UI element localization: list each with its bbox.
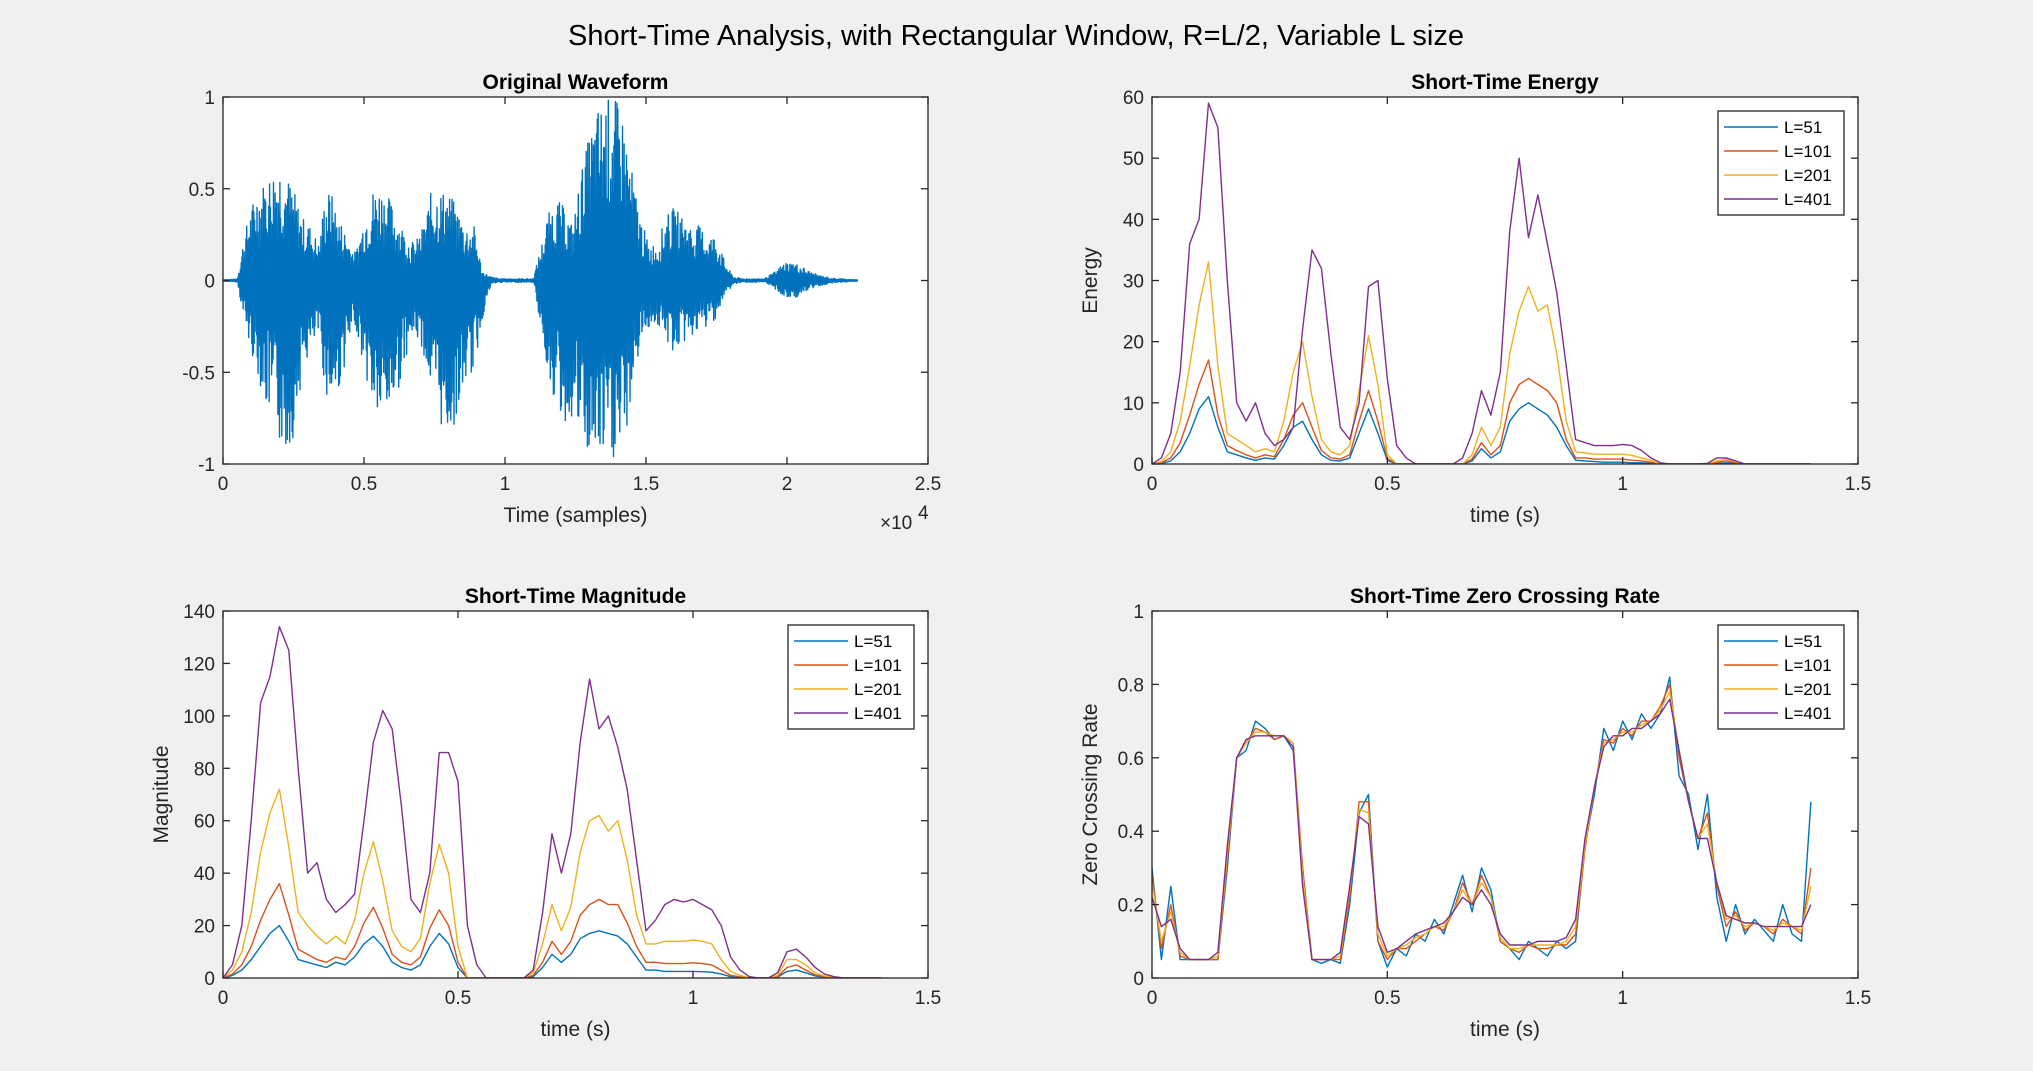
waveform-y-tick-label: -0.5 — [182, 363, 215, 384]
zcr-x-tick-label: 1.5 — [1845, 988, 1871, 1009]
zcr-data-layer — [1152, 676, 1812, 968]
zcr-axes-box — [1151, 610, 1859, 979]
zcr-legend-box — [1717, 624, 1845, 730]
zcr-y-tick-label: 0 — [1133, 969, 1144, 990]
zcr-y-tick-label: 1 — [1133, 602, 1144, 623]
magnitude-legend-label: L=401 — [854, 704, 902, 723]
waveform-y-tick-label: -1 — [198, 455, 215, 476]
energy-legend: L=51 L=101 L=201 L=401 — [1717, 110, 1845, 216]
magnitude-x-axis-label: time (s) — [541, 1018, 611, 1041]
zcr-title: Short-Time Zero Crossing Rate — [1350, 585, 1660, 608]
energy-x-tick-label: 1.5 — [1845, 474, 1871, 495]
zcr-y-tick-label: 0.8 — [1118, 675, 1144, 696]
magnitude-legend: L=51 L=101 L=201 L=401 — [787, 624, 915, 730]
energy-y-tick-label: 10 — [1123, 394, 1144, 415]
energy-x-tick-label: 0 — [1147, 474, 1158, 495]
magnitude-subplot: 0 0.5 1 1.5 0 20 40 60 80 100 120 140 Short-Time Mag… — [150, 585, 941, 1041]
magnitude-title: Short-Time Magnitude — [465, 585, 686, 608]
magnitude-axes-box — [222, 610, 929, 979]
energy-y-tick-label: 50 — [1123, 149, 1144, 170]
zcr-series-line-l-401 — [1152, 698, 1812, 961]
magnitude-legend-label: L=201 — [854, 680, 902, 699]
magnitude-y-tick-label: 120 — [183, 654, 215, 675]
magnitude-series-line-l-401 — [223, 626, 881, 978]
energy-y-tick-label: 60 — [1123, 88, 1144, 109]
energy-legend-label: L=101 — [1784, 142, 1832, 161]
energy-y-tick-label: 0 — [1133, 455, 1144, 476]
energy-x-tick-label: 1 — [1617, 474, 1628, 495]
zcr-x-tick-label: 0 — [1147, 988, 1158, 1009]
waveform-y-tick-label: 0 — [204, 272, 215, 293]
waveform-x-tick-label: 2 — [782, 474, 793, 495]
magnitude-legend-label: L=101 — [854, 656, 902, 675]
waveform-y-tick-label: 0.5 — [189, 180, 215, 201]
zcr-series-line-l-101 — [1152, 683, 1812, 961]
waveform-x-tick-label: 2.5 — [915, 474, 941, 495]
zcr-y-axis-label: Zero Crossing Rate — [1079, 703, 1102, 885]
energy-title: Short-Time Energy — [1411, 71, 1599, 94]
waveform-x-exponent-label: ×10 — [880, 513, 912, 534]
energy-y-axis-label: Energy — [1079, 247, 1102, 314]
zcr-y-tick-label: 0.2 — [1118, 896, 1144, 917]
energy-x-axis-label: time (s) — [1470, 504, 1540, 527]
energy-legend-label: L=201 — [1784, 166, 1832, 185]
energy-legend-label: L=401 — [1784, 190, 1832, 209]
energy-y-tick-label: 40 — [1123, 210, 1144, 231]
zcr-subplot: 0 0.5 1 1.5 0 0.2 0.4 0.6 0.8 1 Short-Time Zero Cr… — [1079, 585, 1871, 1041]
zcr-x-axis-label: time (s) — [1470, 1018, 1540, 1041]
magnitude-x-tick-label: 0 — [218, 988, 229, 1009]
magnitude-series-line-l-201 — [223, 788, 881, 978]
energy-y-tick-label: 20 — [1123, 333, 1144, 354]
zcr-legend-label: L=101 — [1784, 656, 1832, 675]
magnitude-y-tick-label: 20 — [194, 917, 215, 938]
magnitude-y-tick-label: 140 — [183, 602, 215, 623]
zcr-y-tick-label: 0.4 — [1118, 822, 1145, 843]
waveform-signal-line — [223, 99, 859, 458]
magnitude-y-axis-label: Magnitude — [150, 745, 173, 843]
waveform-title: Original Waveform — [483, 71, 669, 94]
energy-series-line-l-101 — [1152, 359, 1811, 464]
zcr-x-tick-label: 0.5 — [1374, 988, 1400, 1009]
zcr-y-tick-label: 0.6 — [1118, 749, 1144, 770]
magnitude-legend-box — [787, 624, 915, 730]
magnitude-x-tick-label: 0.5 — [445, 988, 471, 1009]
magnitude-y-tick-label: 40 — [194, 864, 215, 885]
zcr-legend: L=51 L=101 L=201 L=401 — [1717, 624, 1845, 730]
subplot-grid: 0 0.5 1 1.5 2 2.5 -1 -0.5 0 0.5 1 Original Waveform… — [150, 71, 1871, 1041]
waveform-x-tick-label: 0.5 — [351, 474, 377, 495]
energy-x-tick-label: 0.5 — [1374, 474, 1400, 495]
zcr-legend-label: L=201 — [1784, 680, 1832, 699]
energy-series-line-l-201 — [1152, 261, 1811, 464]
energy-legend-box — [1717, 110, 1845, 216]
magnitude-legend-label: L=51 — [854, 632, 892, 651]
waveform-subplot: 0 0.5 1 1.5 2 2.5 -1 -0.5 0 0.5 1 Original Waveform… — [182, 71, 941, 534]
energy-subplot: 0 0.5 1 1.5 0 10 20 30 40 50 60 Short-Time Energy ti… — [1079, 71, 1871, 527]
waveform-y-tick-label: 1 — [204, 88, 215, 109]
waveform-x-tick-label: 1 — [500, 474, 511, 495]
energy-series-line-l-51 — [1152, 396, 1811, 464]
zcr-series-line-l-201 — [1152, 691, 1812, 961]
waveform-x-exponent-power: 4 — [918, 503, 929, 524]
magnitude-y-tick-label: 80 — [194, 759, 215, 780]
magnitude-x-tick-label: 1 — [688, 988, 699, 1009]
magnitude-y-tick-label: 0 — [204, 969, 215, 990]
zcr-legend-label: L=51 — [1784, 632, 1822, 651]
zcr-legend-label: L=401 — [1784, 704, 1832, 723]
waveform-x-tick-label: 1.5 — [633, 474, 659, 495]
energy-y-tick-label: 30 — [1123, 272, 1144, 293]
waveform-x-axis-label: Time (samples) — [504, 504, 648, 527]
zcr-x-tick-label: 1 — [1617, 988, 1628, 1009]
figure-title: Short-Time Analysis, with Rectangular Wi… — [568, 20, 1464, 52]
waveform-data-layer — [223, 99, 859, 458]
magnitude-x-tick-label: 1.5 — [915, 988, 941, 1009]
waveform-x-tick-label: 0 — [218, 474, 229, 495]
magnitude-y-tick-label: 100 — [183, 707, 215, 728]
magnitude-y-tick-label: 60 — [194, 812, 215, 833]
energy-legend-label: L=51 — [1784, 118, 1822, 137]
